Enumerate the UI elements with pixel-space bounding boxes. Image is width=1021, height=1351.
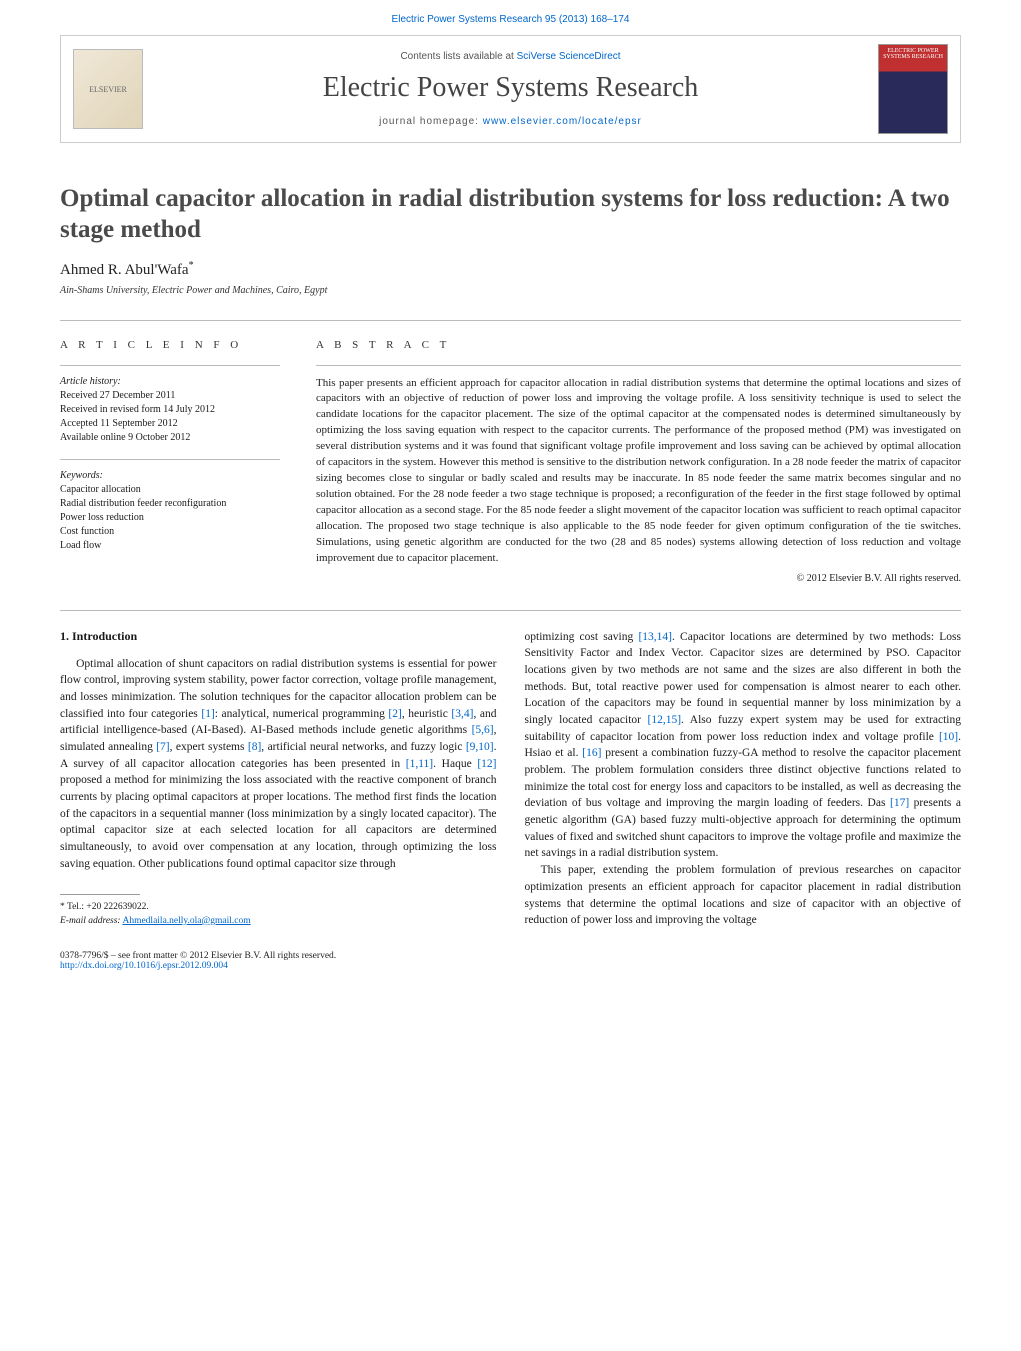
intro-heading: 1. Introduction — [60, 629, 497, 644]
history-label: Article history: — [60, 376, 280, 387]
keyword: Power loss reduction — [60, 511, 280, 525]
history-line: Received in revised form 14 July 2012 — [60, 403, 280, 417]
author-name: Ahmed R. Abul'Wafa — [60, 262, 189, 278]
footer-block: 0378-7796/$ – see front matter © 2012 El… — [60, 951, 961, 971]
contents-prefix: Contents lists available at — [400, 51, 516, 62]
body-columns: 1. Introduction Optimal allocation of sh… — [60, 629, 961, 929]
homepage-link[interactable]: www.elsevier.com/locate/epsr — [483, 116, 642, 127]
abstract-col: a b s t r a c t This paper presents an e… — [316, 339, 961, 584]
journal-name: Electric Power Systems Research — [159, 72, 862, 104]
footnote-tel: * Tel.: +20 222639022. — [60, 901, 497, 914]
history-block: Article history: Received 27 December 20… — [60, 376, 280, 445]
contents-line: Contents lists available at SciVerse Sci… — [159, 51, 862, 62]
email-label: E-mail address: — [60, 916, 121, 926]
homepage-prefix: journal homepage: — [379, 116, 483, 127]
journal-banner: ELSEVIER Contents lists available at Sci… — [60, 35, 961, 143]
article-info-col: a r t i c l e i n f o Article history: R… — [60, 339, 280, 584]
info-abstract-row: a r t i c l e i n f o Article history: R… — [60, 339, 961, 584]
divider-top — [60, 320, 961, 321]
history-line: Received 27 December 2011 — [60, 389, 280, 403]
intro-text-col1: Optimal allocation of shunt capacitors o… — [60, 656, 497, 873]
keyword: Radial distribution feeder reconfigurati… — [60, 497, 280, 511]
affiliation: Ain-Shams University, Electric Power and… — [60, 285, 961, 296]
journal-citation: Electric Power Systems Research 95 (2013… — [0, 0, 1021, 35]
info-divider-2 — [60, 459, 280, 460]
abstract-text: This paper presents an efficient approac… — [316, 376, 961, 567]
keyword: Capacitor allocation — [60, 483, 280, 497]
intro-para-1: Optimal allocation of shunt capacitors o… — [60, 656, 497, 873]
keywords-block: Keywords: Capacitor allocation Radial di… — [60, 470, 280, 553]
sciencedirect-link[interactable]: SciVerse ScienceDirect — [517, 51, 621, 62]
history-line: Accepted 11 September 2012 — [60, 417, 280, 431]
abstract-heading: a b s t r a c t — [316, 339, 961, 351]
footnote-block: * Tel.: +20 222639022. E-mail address: A… — [60, 901, 497, 928]
author-email-link[interactable]: Ahmedlaila.nelly.ola@gmail.com — [122, 916, 250, 926]
author-marker: * — [189, 260, 194, 271]
divider-bottom — [60, 610, 961, 611]
journal-cover-thumb: ELECTRIC POWER SYSTEMS RESEARCH — [878, 44, 948, 134]
keywords-label: Keywords: — [60, 470, 280, 481]
banner-center: Contents lists available at SciVerse Sci… — [159, 51, 862, 127]
info-divider-1 — [60, 365, 280, 366]
intro-para-2: optimizing cost saving [13,14]. Capacito… — [525, 629, 962, 862]
abstract-copyright: © 2012 Elsevier B.V. All rights reserved… — [316, 573, 961, 584]
issn-line: 0378-7796/$ – see front matter © 2012 El… — [60, 951, 961, 961]
intro-text-col2: optimizing cost saving [13,14]. Capacito… — [525, 629, 962, 929]
left-column: 1. Introduction Optimal allocation of sh… — [60, 629, 497, 929]
footnote-email-line: E-mail address: Ahmedlaila.nelly.ola@gma… — [60, 915, 497, 928]
intro-para-3: This paper, extending the problem formul… — [525, 862, 962, 929]
abstract-divider — [316, 365, 961, 366]
article-title: Optimal capacitor allocation in radial d… — [60, 183, 961, 246]
footnote-rule — [60, 894, 140, 895]
history-line: Available online 9 October 2012 — [60, 431, 280, 445]
homepage-line: journal homepage: www.elsevier.com/locat… — [159, 116, 862, 127]
keyword: Load flow — [60, 539, 280, 553]
elsevier-logo: ELSEVIER — [73, 49, 143, 129]
article-info-heading: a r t i c l e i n f o — [60, 339, 280, 351]
keyword: Cost function — [60, 525, 280, 539]
right-column: optimizing cost saving [13,14]. Capacito… — [525, 629, 962, 929]
doi-link[interactable]: http://dx.doi.org/10.1016/j.epsr.2012.09… — [60, 961, 228, 971]
author-line: Ahmed R. Abul'Wafa* — [60, 260, 961, 279]
